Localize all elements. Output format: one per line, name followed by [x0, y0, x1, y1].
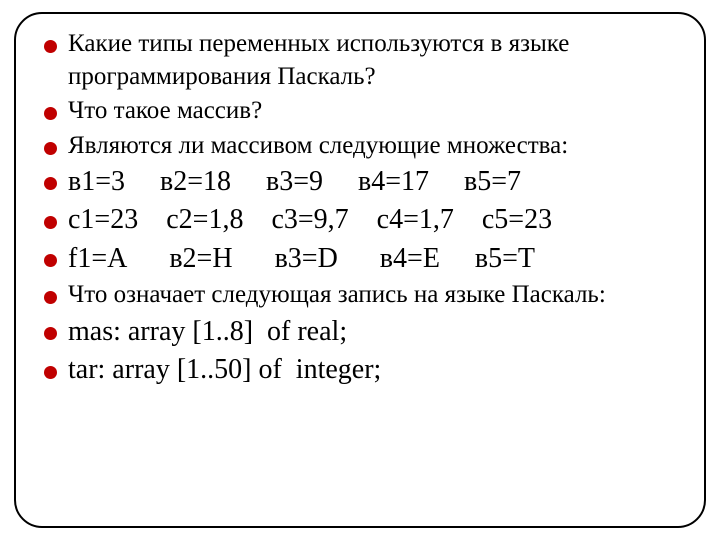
list-item-text: tar: array [1..50] of integer; [68, 354, 381, 385]
list-item: Что такое массив? [40, 95, 680, 128]
list-item-text: Что означает следующая запись на языке П… [68, 281, 606, 308]
list-item: Какие типы переменных используются в язы… [40, 28, 680, 93]
list-item: Что означает следующая запись на языке П… [40, 279, 680, 312]
list-item: в1=3 в2=18 в3=9 в4=17 в5=7 [40, 164, 680, 200]
list-item: с1=23 с2=1,8 с3=9,7 с4=1,7 с5=23 [40, 202, 680, 238]
list-item-text: в1=3 в2=18 в3=9 в4=17 в5=7 [68, 166, 521, 197]
list-item-text: Какие типы переменных используются в язы… [68, 30, 569, 90]
content-frame: Какие типы переменных используются в язы… [14, 12, 706, 528]
list-item: f1=A в2=H в3=D в4=E в5=T [40, 241, 680, 277]
list-item-text: Являются ли массивом следующие множества… [68, 132, 568, 159]
list-item-text: Что такое массив? [68, 97, 262, 124]
bullet-list: Какие типы переменных используются в язы… [40, 28, 680, 388]
list-item: mas: array [1..8] of real; [40, 314, 680, 350]
list-item-text: с1=23 с2=1,8 с3=9,7 с4=1,7 с5=23 [68, 204, 552, 235]
list-item-text: f1=A в2=H в3=D в4=E в5=T [68, 243, 535, 274]
list-item: Являются ли массивом следующие множества… [40, 130, 680, 163]
list-item-text: mas: array [1..8] of real; [68, 316, 347, 347]
list-item: tar: array [1..50] of integer; [40, 352, 680, 388]
